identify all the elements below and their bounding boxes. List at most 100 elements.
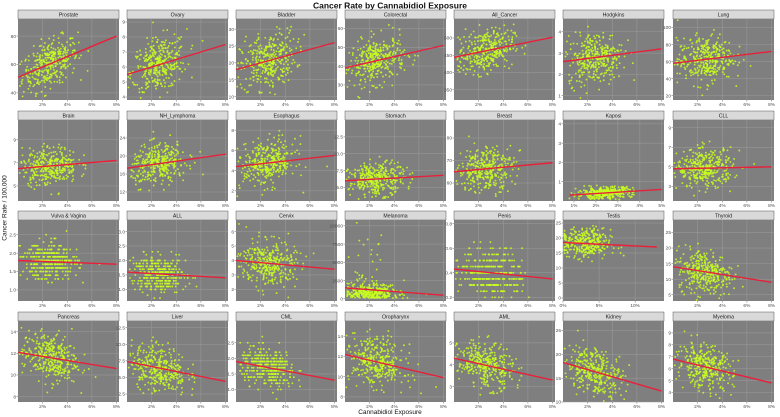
scatter-point bbox=[159, 79, 161, 81]
scatter-point bbox=[684, 45, 686, 47]
strip-label-esophagus: Esophagus bbox=[274, 114, 300, 120]
scatter-point bbox=[247, 153, 249, 155]
scatter-point bbox=[163, 79, 165, 81]
scatter-point bbox=[268, 169, 270, 171]
scatter-point bbox=[152, 174, 154, 176]
scatter-point bbox=[373, 33, 375, 35]
strip-label-breast: Breast bbox=[497, 114, 513, 120]
scatter-point bbox=[596, 59, 598, 61]
scatter-point bbox=[269, 46, 271, 48]
scatter-point bbox=[151, 153, 153, 155]
scatter-point bbox=[370, 74, 372, 76]
scatter-point bbox=[701, 71, 703, 73]
scatter-point bbox=[368, 191, 370, 193]
scatter-point bbox=[33, 55, 35, 57]
scatter-point bbox=[171, 65, 173, 67]
scatter-point bbox=[392, 45, 394, 47]
scatter-point bbox=[593, 35, 595, 37]
scatter-point bbox=[134, 84, 136, 86]
scatter-point bbox=[272, 149, 274, 151]
scatter-point bbox=[255, 165, 257, 167]
scatter-point bbox=[264, 67, 266, 69]
scatter-point bbox=[179, 175, 181, 177]
scatter-point bbox=[610, 48, 612, 50]
strip-label-kaposi: Kaposi bbox=[606, 114, 622, 120]
scatter-point bbox=[625, 50, 627, 52]
scatter-point bbox=[134, 177, 136, 179]
scatter-point bbox=[733, 63, 735, 65]
scatter-point bbox=[606, 50, 608, 52]
scatter-point bbox=[40, 38, 42, 40]
scatter-point bbox=[377, 169, 379, 171]
scatter-point bbox=[473, 30, 475, 32]
scatter-point bbox=[57, 177, 59, 179]
scatter-point bbox=[248, 51, 250, 53]
y-tick-label: 7 bbox=[122, 50, 125, 56]
scatter-point bbox=[714, 65, 716, 67]
scatter-point bbox=[592, 40, 594, 42]
scatter-point bbox=[360, 187, 362, 189]
scatter-point bbox=[264, 71, 266, 73]
scatter-point bbox=[164, 175, 166, 177]
scatter-point bbox=[299, 64, 301, 66]
panel-all-cancer: All_Cancer2% 4% 6% 8%350400450500 bbox=[444, 10, 557, 108]
scatter-point bbox=[461, 43, 463, 45]
scatter-point bbox=[47, 181, 49, 183]
scatter-point bbox=[467, 165, 469, 167]
scatter-point bbox=[270, 65, 272, 67]
scatter-point bbox=[703, 56, 705, 58]
scatter-point bbox=[41, 59, 43, 61]
scatter-point bbox=[588, 185, 590, 187]
scatter-point bbox=[361, 184, 363, 186]
scatter-point bbox=[686, 155, 688, 157]
scatter-point bbox=[477, 183, 479, 185]
scatter-point bbox=[683, 63, 685, 65]
scatter-point bbox=[284, 167, 286, 169]
scatter-point bbox=[609, 35, 611, 37]
scatter-point bbox=[145, 176, 147, 178]
scatter-point bbox=[610, 186, 612, 188]
panel-breast: Breast2% 4% 6% 8%607080 bbox=[447, 111, 557, 209]
scatter-point bbox=[254, 147, 256, 149]
scatter-point bbox=[589, 76, 591, 78]
scatter-point bbox=[190, 48, 192, 50]
scatter-point bbox=[722, 71, 724, 73]
scatter-point bbox=[507, 162, 509, 164]
scatter-point bbox=[150, 56, 152, 58]
scatter-point bbox=[491, 175, 493, 177]
scatter-point bbox=[55, 49, 57, 51]
scatter-point bbox=[492, 158, 494, 160]
scatter-point bbox=[61, 153, 63, 155]
scatter-point bbox=[392, 40, 394, 42]
scatter-point bbox=[730, 61, 732, 63]
scatter-point bbox=[395, 52, 397, 54]
scatter-point bbox=[370, 66, 372, 68]
y-tick-label: 450 bbox=[444, 53, 452, 59]
scatter-point bbox=[33, 188, 35, 190]
scatter-point bbox=[371, 85, 373, 87]
x-tick-label: 4% bbox=[500, 203, 508, 209]
scatter-point bbox=[708, 47, 710, 49]
scatter-point bbox=[163, 51, 165, 53]
scatter-point bbox=[69, 44, 71, 46]
scatter-point bbox=[368, 52, 370, 54]
scatter-point bbox=[147, 175, 149, 177]
y-tick-label: 60 bbox=[666, 59, 672, 65]
scatter-point bbox=[280, 50, 282, 52]
scatter-point bbox=[362, 171, 364, 173]
scatter-point bbox=[482, 37, 484, 39]
scatter-point bbox=[44, 157, 46, 159]
scatter-point bbox=[690, 74, 692, 76]
scatter-point bbox=[370, 176, 372, 178]
scatter-point bbox=[249, 161, 251, 163]
x-tick-label: 8% bbox=[113, 102, 121, 108]
y-tick-label: 50 bbox=[338, 45, 344, 51]
scatter-point bbox=[55, 169, 57, 171]
scatter-point bbox=[597, 61, 599, 63]
scatter-point bbox=[382, 187, 384, 189]
scatter-point bbox=[616, 50, 618, 52]
scatter-point bbox=[262, 148, 264, 150]
scatter-point bbox=[285, 173, 287, 175]
y-tick-label: 1 bbox=[558, 93, 561, 99]
scatter-point bbox=[507, 159, 509, 161]
